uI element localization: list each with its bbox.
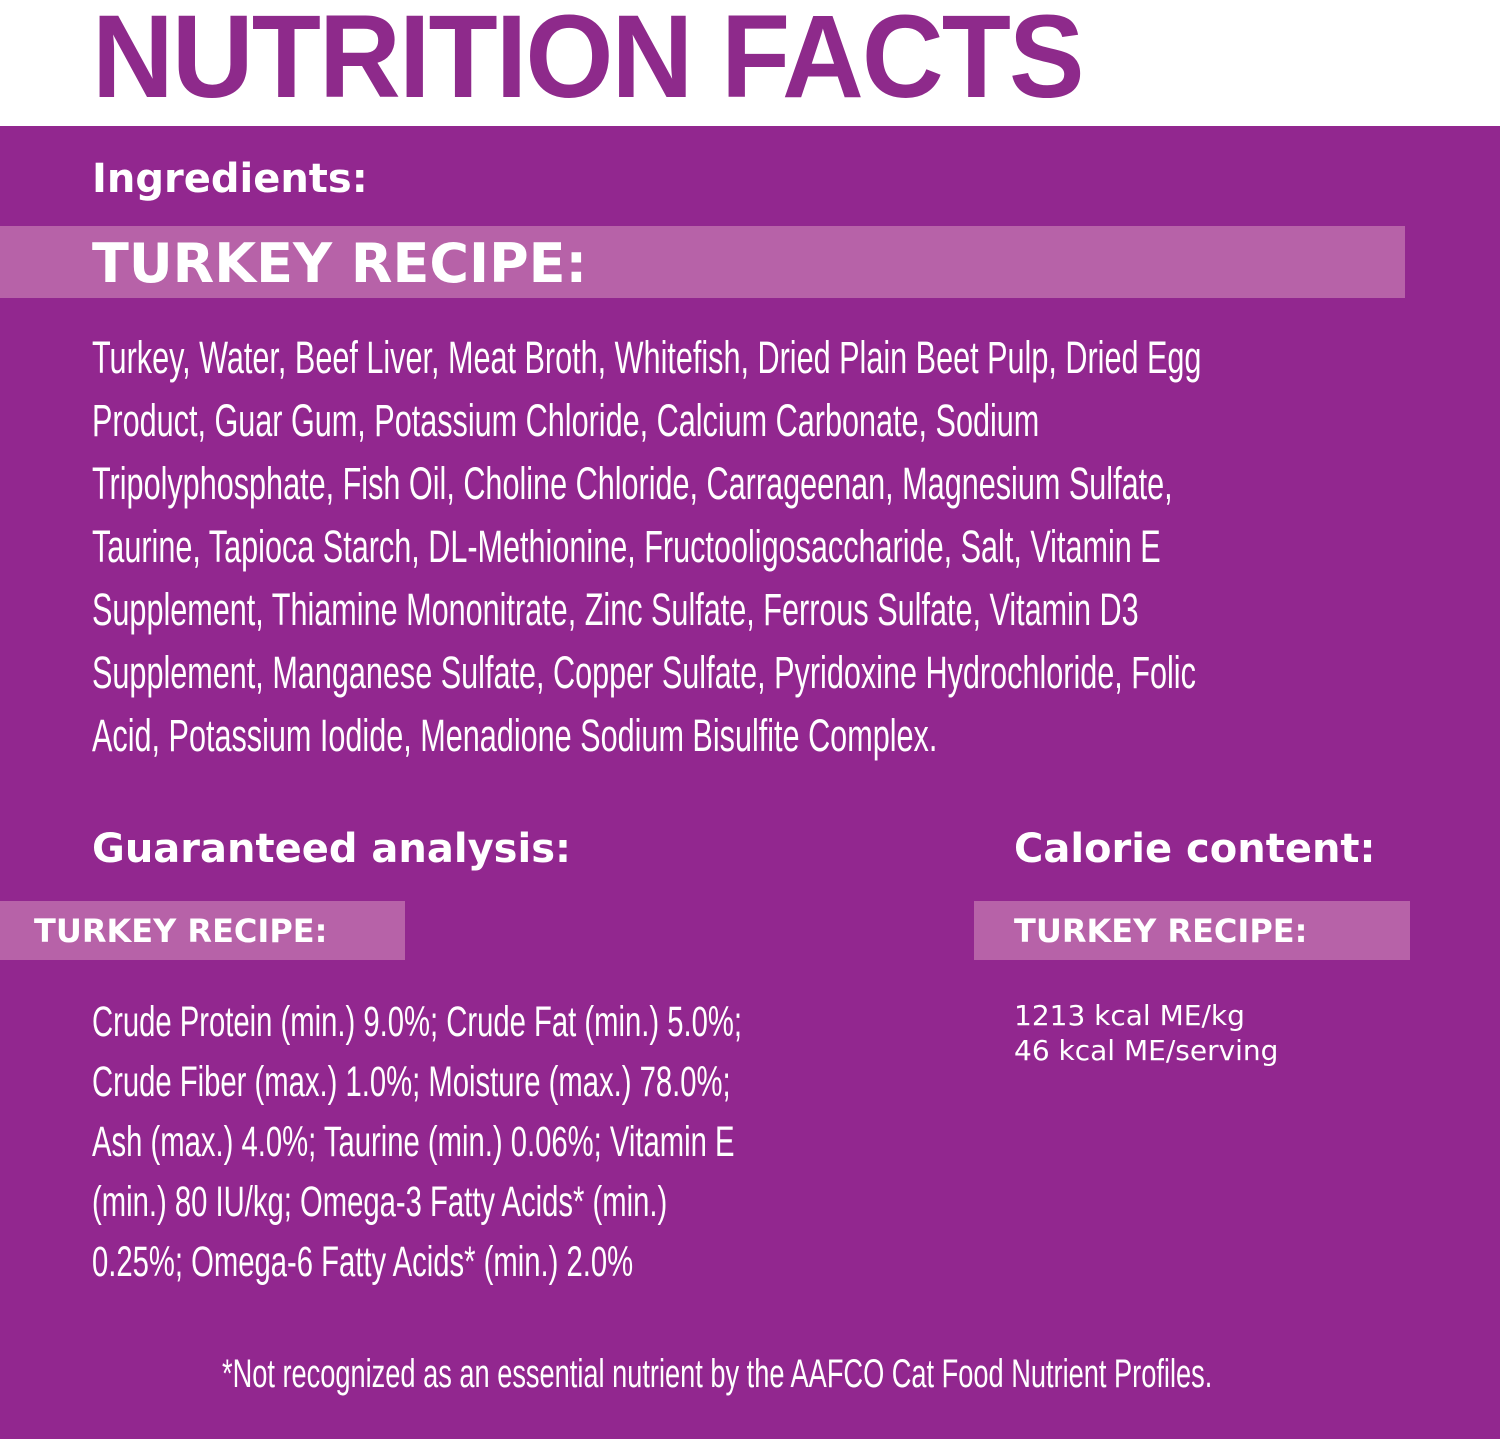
ingredients-line: Acid, Potassium Iodide, Menadione Sodium…: [92, 710, 938, 761]
analysis-recipe-band: TURKEY RECIPE:: [0, 901, 405, 960]
ingredients-line: Supplement, Thiamine Mononitrate, Zinc S…: [92, 584, 1139, 635]
ingredients-line: Supplement, Manganese Sulfate, Copper Su…: [92, 647, 1196, 698]
ingredients-line: Taurine, Tapioca Starch, DL-Methionine, …: [92, 521, 1161, 572]
analysis-list: Crude Protein (min.) 9.0%; Crude Fat (mi…: [92, 992, 1048, 1292]
ingredients-recipe-band: TURKEY RECIPE:: [0, 226, 1405, 298]
analysis-line: Ash (max.) 4.0%; Taurine (min.) 0.06%; V…: [92, 1118, 735, 1166]
calories-per-serving: 46 kcal ME/serving: [1014, 1034, 1279, 1067]
ingredients-heading: Ingredients:: [92, 156, 368, 202]
calorie-recipe-band: TURKEY RECIPE:: [974, 901, 1410, 960]
page-title: NUTRITION FACTS: [92, 0, 1085, 123]
ingredients-line: Tripolyphosphate, Fish Oil, Choline Chlo…: [92, 458, 1173, 509]
calories-per-kg: 1213 kcal ME/kg: [1014, 999, 1245, 1032]
ingredients-line: Turkey, Water, Beef Liver, Meat Broth, W…: [92, 332, 1202, 383]
calorie-values: 1213 kcal ME/kg 46 kcal ME/serving: [1014, 998, 1278, 1068]
ingredients-line: Product, Guar Gum, Potassium Chloride, C…: [92, 395, 1040, 446]
analysis-line: 0.25%; Omega-6 Fatty Acids* (min.) 2.0%: [92, 1238, 634, 1286]
ingredients-recipe-label: TURKEY RECIPE:: [92, 232, 588, 295]
analysis-heading: Guaranteed analysis:: [92, 826, 572, 872]
analysis-line: Crude Fiber (max.) 1.0%; Moisture (max.)…: [92, 1058, 731, 1106]
ingredients-list: Turkey, Water, Beef Liver, Meat Broth, W…: [92, 326, 1500, 767]
nutrition-panel: Ingredients: TURKEY RECIPE: Turkey, Wate…: [0, 126, 1500, 1439]
calorie-recipe-label: TURKEY RECIPE:: [1014, 912, 1308, 950]
analysis-line: Crude Protein (min.) 9.0%; Crude Fat (mi…: [92, 998, 743, 1046]
analysis-line: (min.) 80 IU/kg; Omega-3 Fatty Acids* (m…: [92, 1178, 668, 1226]
analysis-recipe-label: TURKEY RECIPE:: [34, 912, 328, 950]
calorie-heading: Calorie content:: [1014, 826, 1376, 872]
footnote: *Not recognized as an essential nutrient…: [222, 1352, 1213, 1396]
